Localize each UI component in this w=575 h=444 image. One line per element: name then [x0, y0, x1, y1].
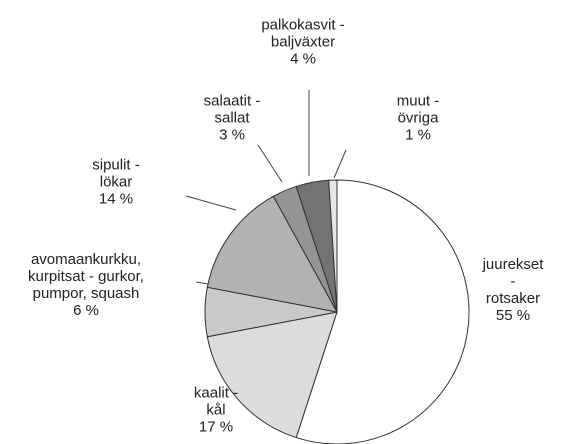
pie-slice	[206, 195, 338, 313]
value-label: 4 %	[290, 50, 316, 68]
slice-label: avomaankurkku, kurpitsat - gurkor, pumpo…	[28, 251, 144, 319]
slice-label: muut - övriga 1 %	[397, 93, 440, 144]
category-label: muut - övriga	[396, 92, 440, 127]
leader-line	[185, 195, 237, 211]
category-label: palkokasvit - baljväxter	[261, 16, 345, 51]
category-label: salaatit - sallat	[203, 92, 261, 127]
slice-label: salaatit - sallat 3 %	[204, 93, 261, 144]
pie-slice	[295, 179, 470, 444]
pie-slice	[206, 311, 338, 439]
value-label: 3 %	[219, 126, 245, 144]
leader-line	[333, 149, 347, 179]
value-label: 14 %	[98, 190, 134, 208]
slice-label: juurekset - rotsaker 55 %	[482, 256, 544, 324]
value-label: 1 %	[405, 126, 431, 144]
category-label: avomaankurkku, kurpitsat - gurkor, pumpo…	[28, 251, 144, 302]
slice-label: sipulit - lökar 14 %	[92, 157, 140, 208]
leader-lines	[185, 90, 347, 394]
value-label: 6 %	[73, 302, 99, 319]
category-label: kaalit - kål	[193, 384, 239, 419]
value-label: 55 %	[495, 307, 531, 324]
value-label: 17 %	[198, 418, 234, 436]
slice-label: palkokasvit - baljväxter 4 %	[261, 17, 344, 68]
category-label: sipulit - lökar	[92, 156, 140, 191]
leader-line	[257, 144, 283, 183]
category-label: juurekset - rotsaker	[482, 256, 544, 307]
pie-slice	[328, 179, 338, 313]
slice-label: kaalit - kål 17 %	[194, 385, 238, 436]
